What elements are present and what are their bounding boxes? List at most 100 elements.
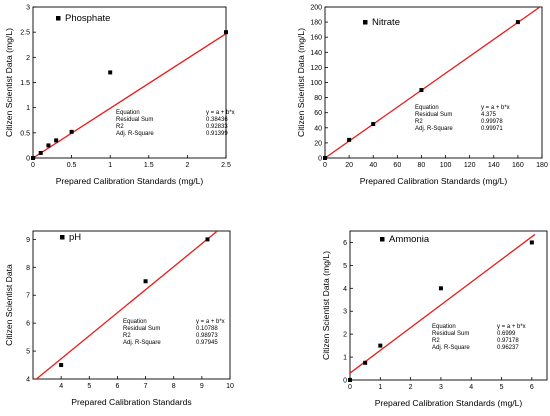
stats-value: 0.96237: [497, 345, 519, 351]
data-point: [529, 240, 534, 245]
data-point: [205, 237, 210, 242]
x-tick-label: 2: [185, 162, 189, 169]
data-point: [347, 137, 352, 142]
stats-value: 0.38436: [206, 117, 228, 123]
stats-value: 0.92833: [206, 124, 228, 130]
data-point: [348, 378, 352, 382]
y-tick-label: 2.5: [20, 30, 30, 37]
y-tick-label: 1: [26, 105, 30, 112]
x-axis-label: Prepared Calibration Standards: [71, 397, 191, 407]
stats-value: 4.375: [481, 112, 497, 118]
y-axis-label: Citizen Scientist Data (mg/L): [321, 251, 331, 360]
fit-line: [325, 7, 541, 158]
x-tick-label: 2.5: [221, 162, 231, 169]
data-point: [108, 70, 113, 75]
x-tick-label: 7: [144, 383, 148, 390]
y-tick-label: 7: [26, 293, 30, 300]
x-tick-label: 10: [226, 383, 234, 390]
y-tick-label: 0.5: [20, 130, 30, 137]
y-tick-label: 100: [310, 80, 322, 87]
y-tick-label: 160: [310, 35, 322, 42]
x-tick-label: 20: [345, 162, 353, 169]
x-tick-label: 4: [59, 383, 63, 390]
x-tick-label: 6: [115, 383, 119, 390]
y-tick-label: 8: [26, 265, 30, 272]
x-tick-label: 60: [393, 162, 401, 169]
x-tick-label: 4: [469, 384, 473, 391]
y-tick-label: 4: [26, 377, 30, 384]
y-tick-label: 5: [343, 263, 347, 270]
x-tick-label: 140: [488, 162, 500, 169]
stats-value: y = a + b*x: [206, 110, 235, 116]
legend-label: Ammonia: [389, 234, 430, 245]
y-tick-label: 200: [310, 5, 322, 12]
stats-label: R2: [415, 119, 423, 125]
data-point: [46, 143, 51, 148]
y-axis-label: Citizen Scientist Data (mg/L): [4, 28, 14, 137]
fit-line: [35, 231, 218, 379]
stats-label: Residual Sum: [432, 331, 469, 337]
x-tick-label: 2: [409, 384, 413, 391]
plot-frame: [32, 230, 231, 380]
y-tick-label: 1.5: [20, 80, 30, 87]
data-point: [143, 279, 148, 284]
data-point: [31, 156, 35, 160]
plot-frame: [349, 230, 548, 381]
stats-value: 0.10788: [196, 326, 218, 332]
legend-marker: [56, 16, 61, 21]
x-tick-label: 0: [31, 162, 35, 169]
data-point: [224, 30, 228, 35]
y-tick-label: 1: [343, 355, 347, 362]
data-point: [419, 88, 424, 93]
x-axis-label: Prepared Calibration Standards (mg/L): [56, 176, 204, 186]
data-point: [515, 20, 520, 25]
stats-label: Residual Sum: [123, 326, 160, 332]
stats-value: 0.91399: [206, 131, 228, 137]
y-tick-label: 0: [343, 378, 347, 385]
x-tick-label: 160: [512, 162, 524, 169]
stats-value: y = a + b*x: [196, 319, 225, 325]
data-point: [323, 156, 327, 160]
x-tick-label: 1: [108, 162, 112, 169]
stats-value: y = a + b*x: [497, 324, 526, 330]
y-tick-label: 20: [314, 140, 322, 147]
y-tick-label: 3: [343, 309, 347, 316]
x-tick-label: 3: [439, 384, 443, 391]
y-axis-label: Citizen Scientist Data (mg/L): [296, 28, 306, 137]
x-tick-label: 100: [440, 162, 452, 169]
y-tick-label: 4: [343, 286, 347, 293]
stats-label: R2: [432, 338, 440, 344]
stats-label: Equation: [116, 110, 140, 116]
y-tick-label: 140: [310, 50, 322, 57]
x-tick-label: 6: [530, 384, 534, 391]
stats-value: 0.97945: [196, 340, 218, 346]
stats-value: y = a + b*x: [481, 105, 510, 111]
stats-label: Equation: [432, 324, 456, 330]
x-tick-label: 5: [87, 383, 91, 390]
x-axis-label: Prepared Calibration Standards (mg/L): [375, 398, 523, 408]
legend-label: Phosphate: [65, 13, 110, 24]
data-point: [438, 286, 443, 291]
stats-label: Equation: [123, 319, 147, 325]
stats-label: Residual Sum: [415, 112, 452, 118]
stats-value: 0.99978: [481, 119, 503, 125]
fit-line: [350, 233, 536, 374]
x-tick-label: 0.5: [67, 162, 77, 169]
x-tick-label: 8: [172, 383, 176, 390]
stats-label: Adj. R-Square: [432, 345, 470, 351]
stats-value: 0.97178: [497, 338, 519, 344]
y-tick-label: 2: [26, 55, 30, 62]
stats-label: Adj. R-Square: [123, 340, 161, 346]
legend-marker: [60, 235, 65, 240]
y-tick-label: 3: [26, 5, 30, 12]
chart-panel-1: 0 0.5 1 1.5 2 2.5 0 0.5 1 1.5 2 2.5 3 Prepared Calibr…: [4, 5, 235, 187]
x-tick-label: 1: [378, 384, 382, 391]
legend-label: Nitrate: [372, 17, 400, 28]
y-tick-label: 5: [26, 349, 30, 356]
data-point: [69, 129, 74, 134]
x-tick-label: 80: [418, 162, 426, 169]
data-point: [371, 122, 376, 127]
stats-value: 0.6999: [497, 331, 516, 337]
stats-label: R2: [123, 333, 131, 339]
